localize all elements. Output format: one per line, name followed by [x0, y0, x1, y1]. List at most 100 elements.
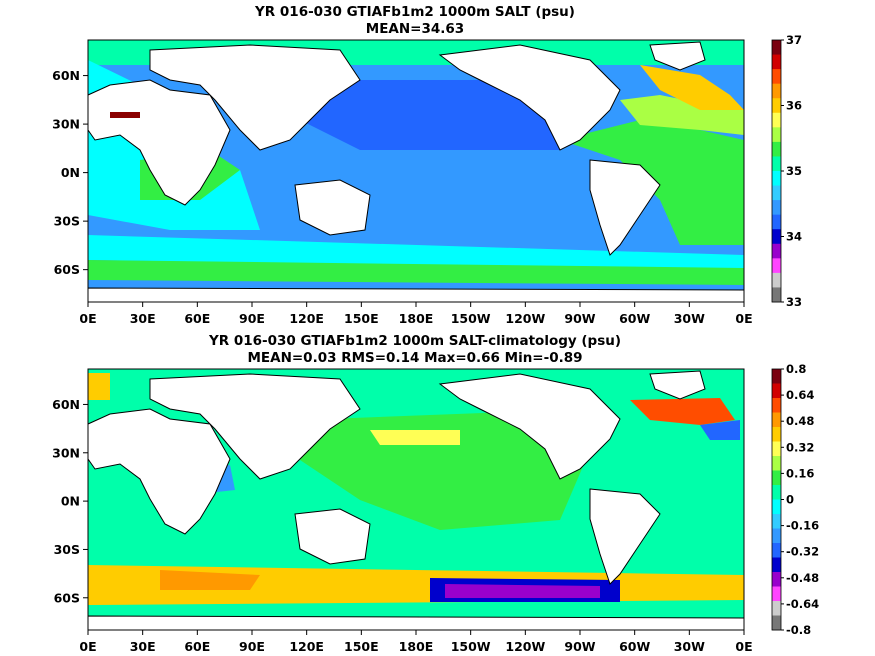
colorbar-segment — [772, 412, 781, 428]
colorbar-label: 0.16 — [786, 466, 814, 480]
colorbar-label: 0 — [786, 493, 794, 507]
y-tick-label: 60S — [54, 262, 80, 277]
antarctica — [87, 615, 745, 631]
colorbar-segment — [772, 141, 781, 157]
colorbar-segment — [772, 54, 781, 70]
colorbar-segment — [772, 470, 781, 486]
panel-1-continents — [87, 41, 745, 303]
panel-2-continents — [87, 370, 745, 631]
x-tick-label: 0E — [79, 311, 96, 326]
colorbar-segment — [772, 185, 781, 201]
x-tick-label: 0E — [79, 639, 96, 654]
x-tick-label: 120E — [289, 311, 324, 326]
colorbar-label: 0.64 — [786, 388, 814, 402]
colorbar-label: -0.48 — [786, 571, 819, 585]
pacific-positive-field — [300, 410, 590, 530]
colorbar-segment — [772, 229, 781, 245]
colorbar-segment — [772, 83, 781, 99]
colorbar-segment — [772, 272, 781, 288]
y-tick-label: 30N — [52, 117, 80, 132]
x-tick-label: 90W — [564, 639, 595, 654]
colorbar-segment — [772, 572, 781, 587]
north-america — [438, 373, 621, 480]
panel-1-colorbar: 37 36 35 34 33 — [771, 33, 802, 309]
asia — [149, 373, 361, 480]
arctic-positive — [88, 373, 110, 400]
south-america — [589, 488, 661, 585]
x-tick-label: 90E — [239, 639, 265, 654]
colorbar-label: 0.32 — [786, 440, 814, 454]
colorbar-segment — [772, 528, 781, 544]
north-america — [438, 44, 621, 151]
colorbar-segment — [772, 112, 781, 128]
colorbar-segment — [772, 98, 781, 114]
panel-2-y-ticks: 60N 30N 0N 30S 60S — [52, 397, 88, 605]
panel-2-stats: MEAN=0.03 RMS=0.14 Max=0.66 Min=-0.89 — [247, 350, 582, 366]
y-tick-label: 0N — [61, 165, 80, 180]
colorbar-label: 35 — [786, 164, 802, 178]
colorbar-segment — [772, 615, 781, 631]
antarctica — [87, 287, 745, 303]
colorbar-segment — [772, 287, 781, 303]
x-tick-label: 60W — [619, 311, 650, 326]
mediterranean-field — [110, 112, 140, 118]
x-tick-label: 180E — [399, 311, 434, 326]
y-tick-label: 30N — [52, 445, 80, 460]
colorbar-segment — [772, 427, 781, 442]
panel-1-mean: MEAN=34.63 — [366, 21, 464, 37]
panel-2-x-ticks: 0E 30E 60E 90E 120E 150E 180E 150W 120W 90W 60W 30W… — [79, 630, 753, 654]
colorbar-segment — [772, 243, 781, 259]
x-tick-label: 60E — [184, 639, 210, 654]
colorbar-segment — [772, 499, 781, 515]
africa-europe — [87, 79, 231, 206]
colorbar-segment — [772, 514, 781, 529]
x-tick-label: 150W — [451, 639, 491, 654]
colorbar-label: 36 — [786, 99, 802, 113]
y-tick-label: 30S — [54, 542, 80, 557]
x-tick-label: 120W — [505, 639, 545, 654]
asia — [149, 44, 361, 151]
colorbar-label: -0.32 — [786, 545, 819, 559]
colorbar-label: 0.8 — [786, 362, 806, 376]
colorbar-segment — [772, 258, 781, 274]
africa-europe — [87, 408, 231, 535]
southern-orange-field — [160, 570, 260, 590]
colorbar-segment — [772, 40, 781, 56]
colorbar-segment — [772, 456, 781, 471]
x-tick-label: 30W — [674, 639, 705, 654]
colorbar-label: -0.8 — [786, 623, 811, 637]
x-tick-label: 90W — [564, 311, 595, 326]
x-tick-label: 60E — [184, 311, 210, 326]
southern-green-field — [88, 260, 744, 285]
colorbar-label: 34 — [786, 230, 802, 244]
x-tick-label: 120E — [289, 639, 324, 654]
panel-2: YR 016-030 GTIAFb1m2 1000m SALT-climatol… — [52, 333, 819, 654]
colorbar-segment — [772, 441, 781, 457]
southern-band-field — [88, 235, 744, 270]
y-tick-label: 60N — [52, 68, 80, 83]
y-tick-label: 60N — [52, 397, 80, 412]
x-tick-label: 0E — [735, 311, 752, 326]
x-tick-label: 30E — [130, 311, 156, 326]
colorbar-segment — [772, 586, 781, 602]
x-tick-label: 90E — [239, 311, 265, 326]
greenland — [649, 41, 706, 71]
colorbar-label: 33 — [786, 295, 802, 309]
north-atlantic-field — [620, 95, 744, 135]
colorbar-segment — [772, 601, 781, 616]
panel-2-colorbar: 0.8 0.64 0.48 0.32 0.16 0 -0.16 -0.32 -0.48 -0.64… — [771, 362, 819, 637]
colorbar-segment — [772, 171, 781, 187]
x-tick-label: 60W — [619, 639, 650, 654]
north-atlantic-positive — [630, 398, 735, 425]
x-tick-label: 120W — [505, 311, 545, 326]
south-america — [589, 159, 661, 256]
colorbar-segment — [772, 543, 781, 558]
y-tick-label: 0N — [61, 494, 80, 509]
panel-1-title: YR 016-030 GTIAFb1m2 1000m SALT (psu) — [254, 4, 575, 20]
colorbar-segment — [772, 557, 781, 573]
x-tick-label: 150E — [344, 311, 379, 326]
colorbar-segment — [772, 156, 781, 172]
southern-strong-negative-field — [445, 584, 600, 598]
x-tick-label: 180E — [399, 639, 434, 654]
